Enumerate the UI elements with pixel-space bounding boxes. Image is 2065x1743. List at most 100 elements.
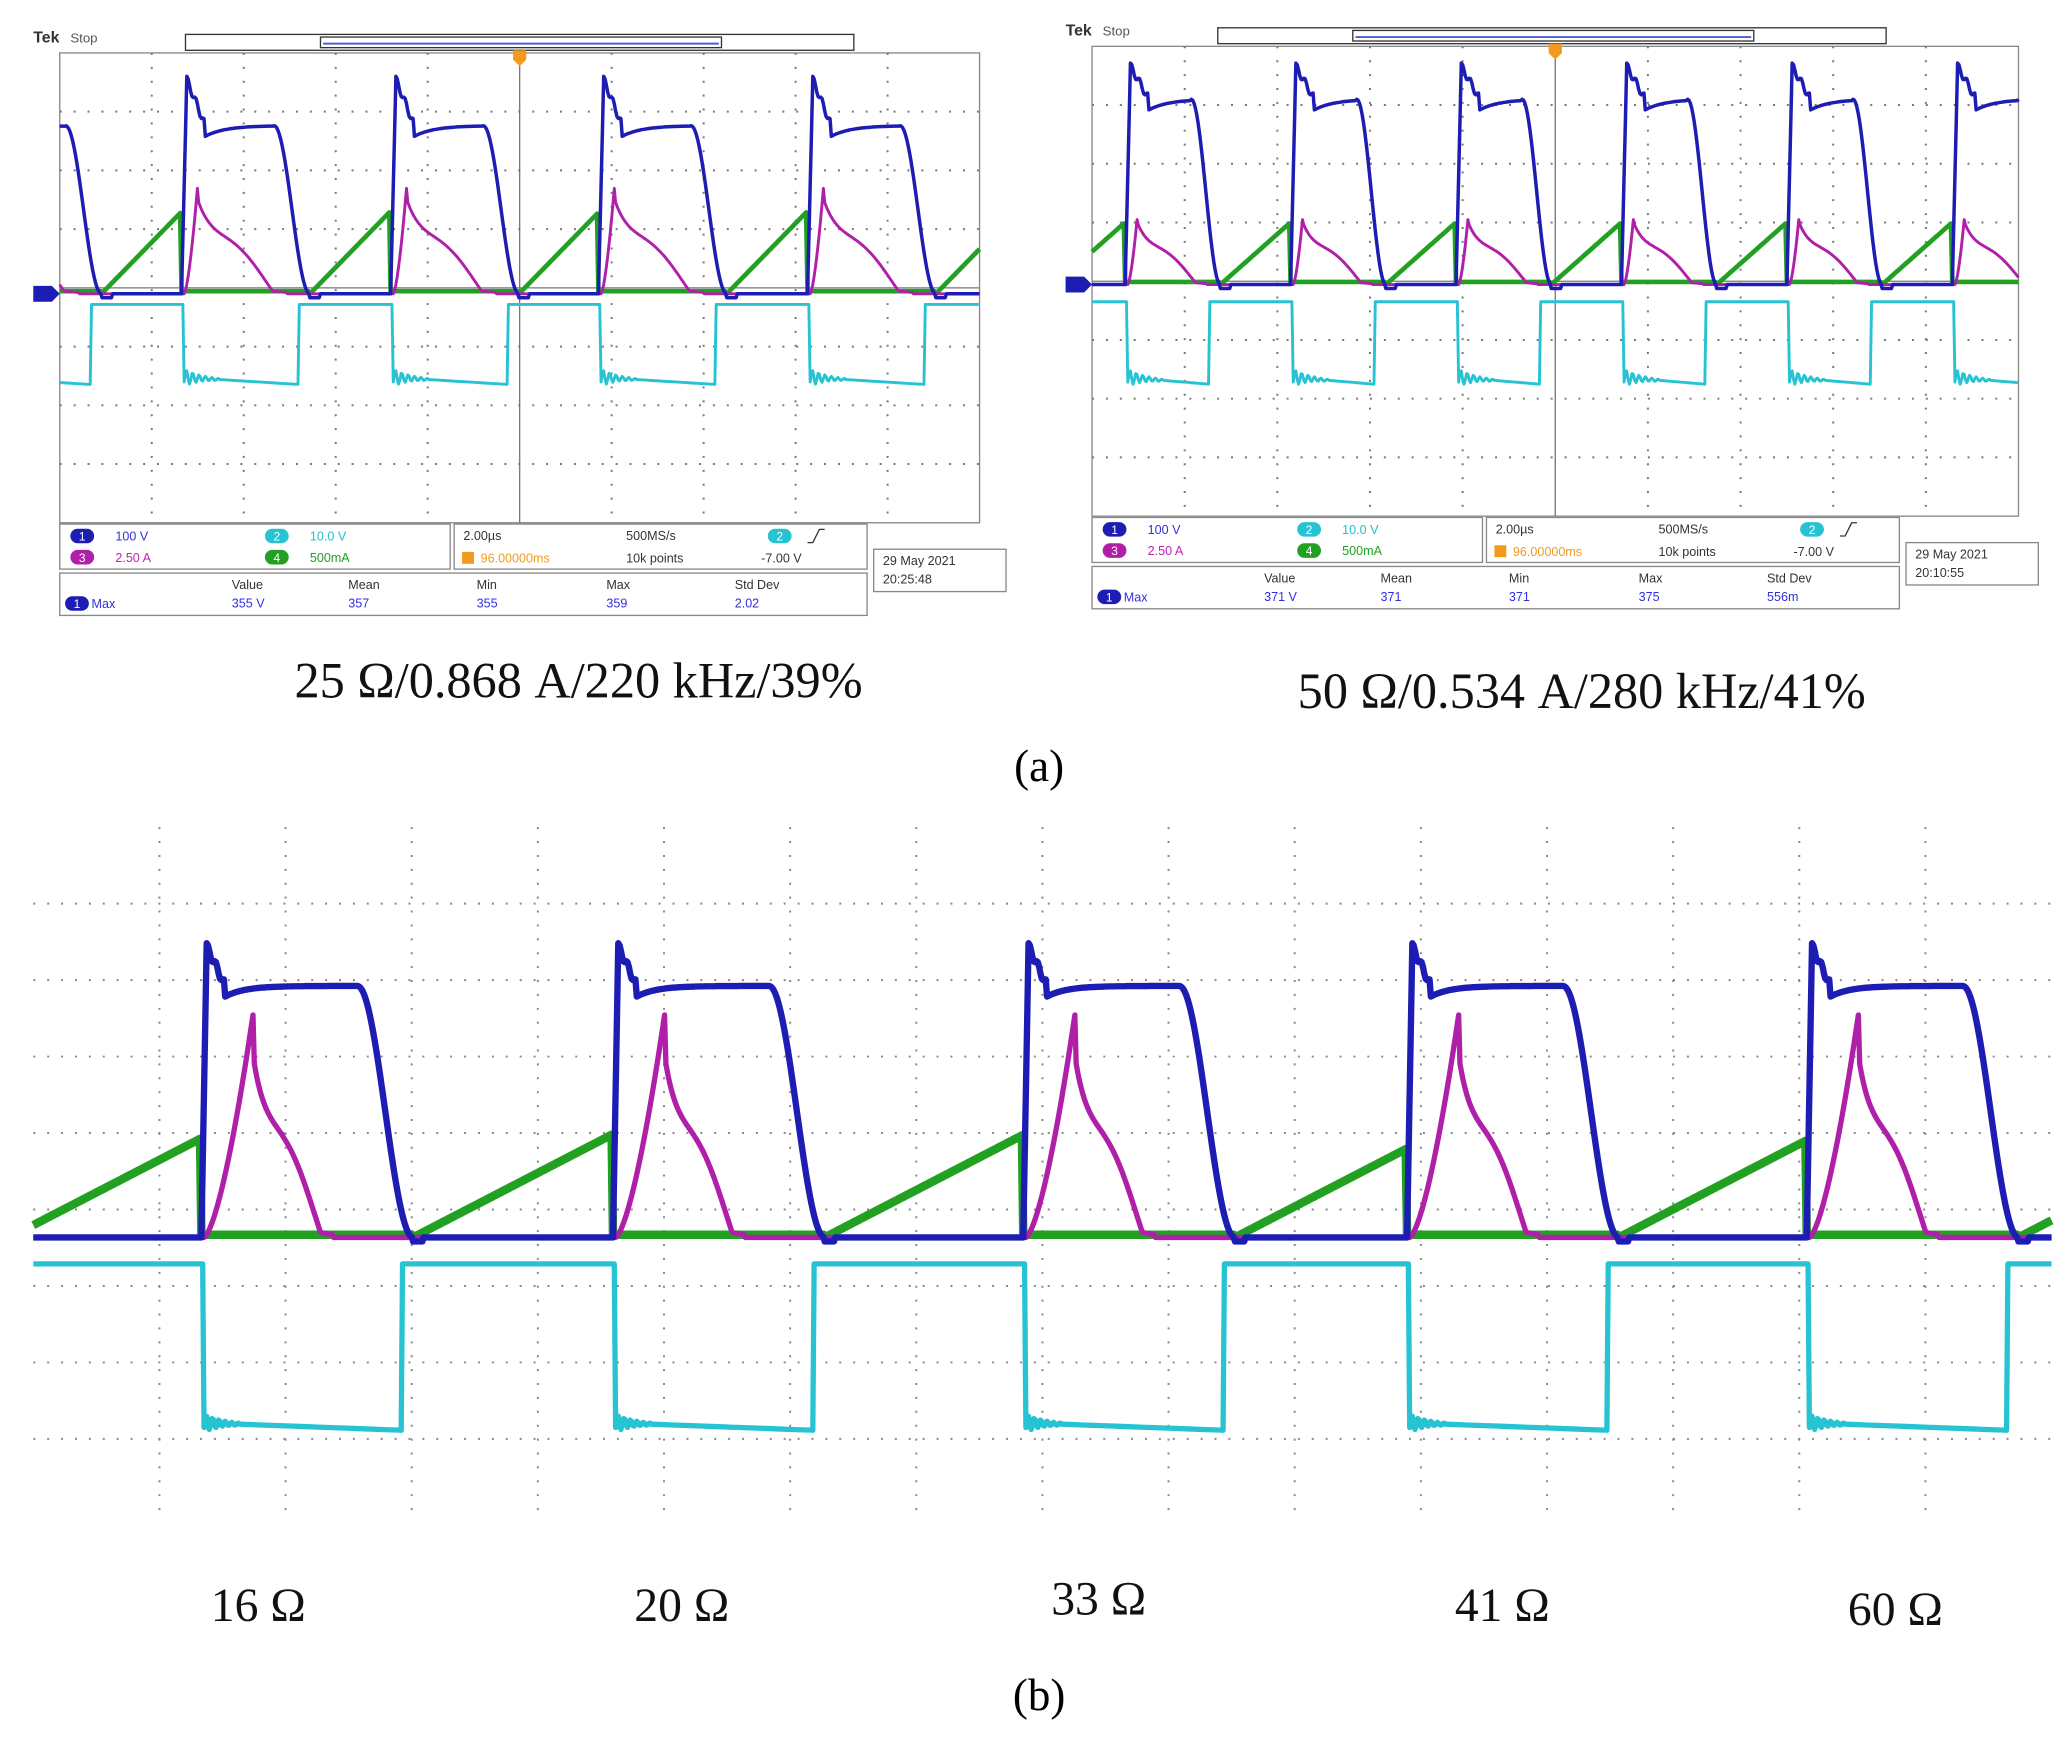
channel-badge	[1102, 522, 1127, 537]
channel-badge	[1097, 589, 1122, 605]
caption: 25 Ω/0.868 A/220 kHz/39%	[295, 652, 863, 708]
panel-label: (b)	[1013, 1670, 1065, 1720]
channel-scale: 2.50 A	[115, 551, 151, 565]
measure-value: 359	[606, 596, 627, 610]
measure-header: Value	[1264, 571, 1295, 585]
trigger-level: -7.00 V	[761, 551, 802, 565]
date-box	[873, 548, 1007, 593]
status: Stop	[70, 30, 97, 45]
channel-number: 2	[1809, 523, 1816, 537]
load-label: 20 Ω	[634, 1580, 729, 1632]
record-length: 10k points	[1658, 545, 1715, 559]
channel-box	[1091, 516, 1484, 564]
time: 20:25:48	[883, 573, 932, 587]
record-window	[319, 36, 723, 49]
channel-scale: 500mA	[1342, 544, 1382, 558]
ground-marker	[33, 285, 60, 302]
measure-header: Min	[1509, 571, 1529, 585]
load-label: 41 Ω	[1455, 1580, 1550, 1632]
measure-header: Max	[606, 578, 630, 592]
measure-header: Mean	[348, 578, 379, 592]
channel-scale: 2.50 A	[1148, 544, 1184, 558]
panel-label: (a)	[1014, 741, 1064, 791]
trigger-icon	[1494, 545, 1507, 558]
channel-badge	[1297, 543, 1322, 558]
scope-frame	[33, 827, 2052, 1516]
sample-rate: 500MS/s	[1658, 522, 1708, 536]
trace-ch1	[31, 940, 2054, 1245]
trigger-marker	[1548, 43, 1562, 60]
status: Stop	[1103, 24, 1130, 39]
channel-badge	[1102, 543, 1127, 558]
trigger-position: 96.00000ms	[481, 551, 550, 565]
channel-number: 4	[1306, 544, 1313, 558]
channel-number: 3	[79, 551, 86, 565]
trigger-position: 96.00000ms	[1513, 545, 1582, 559]
trace-ch4	[1090, 221, 2020, 287]
trace-ch1	[59, 74, 980, 300]
trace-ch2	[1091, 300, 2019, 386]
measure-header: Mean	[1381, 571, 1412, 585]
trigger-icon	[462, 551, 474, 564]
trace-ch2	[59, 302, 980, 386]
channel-scale: 10.0 V	[1342, 523, 1379, 537]
trigger-level: -7.00 V	[1793, 545, 1834, 559]
time: 20:10:55	[1915, 566, 1964, 580]
load-label: 16 Ω	[211, 1580, 306, 1632]
channel-box	[59, 523, 451, 570]
trigger-slope	[807, 528, 825, 544]
ground-marker	[1065, 276, 1093, 293]
trigger-marker	[513, 50, 527, 67]
date: 29 May 2021	[883, 554, 956, 568]
measure-value: 357	[348, 596, 369, 610]
measure-header: Min	[477, 578, 497, 592]
measure-header: Std Dev	[735, 578, 780, 592]
channel-number: 1	[1111, 523, 1118, 537]
channel-scale: 100 V	[115, 530, 148, 544]
channel-badge	[70, 528, 95, 544]
channel-badge	[767, 528, 792, 544]
brand: Tek	[33, 29, 59, 46]
measure-value: 2.02	[735, 596, 759, 610]
load-label: 33 Ω	[1051, 1574, 1146, 1626]
measure-value: 375	[1639, 590, 1660, 604]
sample-rate: 500MS/s	[626, 529, 676, 543]
caption: 50 Ω/0.534 A/280 kHz/41%	[1298, 663, 1866, 719]
measure-value: 556m	[1767, 590, 1798, 604]
measure-value: 371	[1381, 590, 1402, 604]
record-length: 10k points	[626, 551, 683, 565]
channel-number: 2	[1306, 523, 1313, 537]
measure-header: Max	[1639, 571, 1663, 585]
timebase: 2.00µs	[463, 529, 501, 543]
channel-badge	[1800, 522, 1824, 537]
channel-badge	[1297, 522, 1322, 537]
channel-scale: 500mA	[310, 551, 350, 565]
measure-type: Max	[1124, 591, 1148, 605]
load-label: 60 Ω	[1848, 1584, 1943, 1636]
channel-scale: 10.0 V	[310, 530, 347, 544]
trace-ch2	[31, 1261, 2053, 1433]
channel-badge	[70, 549, 95, 565]
measure-header: Std Dev	[1767, 571, 1812, 585]
channel-number: 2	[273, 530, 280, 544]
channel-number: 1	[1106, 591, 1113, 605]
channel-number: 1	[74, 597, 81, 611]
timebase-box	[1485, 516, 1901, 564]
measure-value: 355 V	[232, 596, 265, 610]
measure-box	[59, 572, 868, 617]
channel-number: 4	[273, 551, 280, 565]
record-window	[1352, 29, 1755, 42]
measure-value: 371	[1509, 590, 1530, 604]
measure-value: 355	[477, 596, 498, 610]
measure-value: 371 V	[1264, 590, 1297, 604]
timebase: 2.00µs	[1496, 522, 1534, 536]
date-box	[1905, 541, 2039, 586]
channel-scale: 100 V	[1148, 523, 1181, 537]
channel-number: 3	[1111, 544, 1118, 558]
measure-type: Max	[92, 597, 116, 611]
channel-badge	[264, 528, 289, 544]
trace-ch1	[1091, 61, 2020, 291]
measure-header: Value	[232, 578, 263, 592]
channel-number: 1	[79, 530, 86, 544]
